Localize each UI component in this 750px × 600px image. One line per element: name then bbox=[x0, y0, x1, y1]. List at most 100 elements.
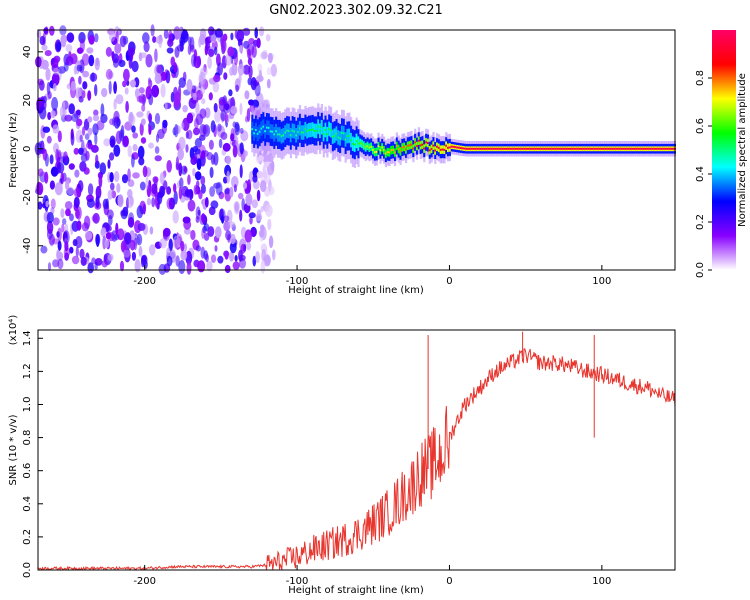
heatmap-noise-blob bbox=[225, 53, 232, 66]
heatmap-noise-blob bbox=[166, 256, 173, 267]
heatmap-noise-blob bbox=[73, 187, 81, 198]
heatmap-noise-blob bbox=[76, 64, 83, 72]
heatmap-noise-blob bbox=[224, 264, 231, 274]
heatmap-noise-blob bbox=[78, 75, 82, 85]
heatmap-noise-blob bbox=[108, 31, 116, 42]
ridge-peak bbox=[582, 147, 585, 150]
heatmap-noise-blob bbox=[134, 88, 140, 99]
heatmap-noise-blob bbox=[52, 83, 57, 92]
heatmap-noise-blob bbox=[194, 148, 201, 155]
ridge-peak bbox=[609, 147, 612, 150]
ridge-peak bbox=[384, 152, 387, 155]
snr-y-tick-label: 0.8 bbox=[22, 430, 33, 446]
heatmap-noise-blob bbox=[57, 130, 62, 143]
heatmap-noise-blob bbox=[127, 145, 132, 158]
ridge-peak bbox=[346, 135, 349, 138]
ridge-peak bbox=[320, 126, 323, 129]
heatmap-noise-blob bbox=[263, 171, 267, 178]
ridge-peak bbox=[291, 129, 294, 132]
heatmap-noise-blob bbox=[118, 59, 126, 68]
snr-y-tick-label: 0.2 bbox=[22, 529, 33, 545]
ridge-peak bbox=[498, 147, 501, 150]
ridge-peak bbox=[463, 147, 466, 150]
heatmap-x-tick-label: 0 bbox=[446, 276, 452, 287]
heatmap-noise-blob bbox=[193, 184, 198, 195]
ridge-peak bbox=[476, 147, 479, 150]
heatmap-noise-blob bbox=[98, 174, 103, 188]
heatmap-noise-blob bbox=[237, 63, 245, 76]
heatmap-noise-blob bbox=[203, 232, 210, 241]
heatmap-noise-blob bbox=[244, 150, 248, 157]
heatmap-noise-blob bbox=[94, 261, 98, 271]
heatmap-noise-blob bbox=[138, 93, 147, 104]
heatmap-y-ticks: -40 -20 0 20 40 bbox=[22, 45, 43, 254]
snr-y-tick-label: 1.4 bbox=[22, 330, 33, 346]
heatmap-noise-blob bbox=[75, 246, 79, 257]
heatmap-noise-blob bbox=[64, 201, 73, 210]
ridge-peak bbox=[326, 133, 329, 136]
ridge-peak bbox=[390, 149, 393, 152]
heatmap-noise-blob bbox=[50, 58, 55, 65]
ridge-peak bbox=[375, 150, 378, 153]
heatmap-noise-blob bbox=[159, 238, 168, 249]
ridge-peak bbox=[267, 126, 270, 129]
ridge-peak bbox=[405, 148, 408, 151]
ridge-peak bbox=[330, 129, 333, 132]
heatmap-noise-blob bbox=[145, 54, 153, 68]
heatmap-noise-blob bbox=[200, 184, 206, 194]
heatmap-noise-blob bbox=[232, 261, 240, 270]
heatmap-noise-blob bbox=[191, 85, 197, 94]
heatmap-noise-blob bbox=[86, 198, 95, 208]
ridge-peak bbox=[523, 147, 526, 150]
snr-y-axis-label: SNR (10 * v/v) bbox=[8, 414, 19, 485]
ridge-peak bbox=[626, 147, 629, 150]
heatmap-noise-blob bbox=[224, 188, 230, 195]
heatmap-noise-blob bbox=[50, 110, 56, 119]
ridge-peak bbox=[615, 147, 618, 150]
ridge-peak bbox=[394, 151, 397, 154]
heatmap-noise-blob bbox=[41, 44, 48, 51]
heatmap-noise-blob bbox=[88, 54, 95, 67]
ridge-peak bbox=[483, 147, 486, 150]
ridge-peak bbox=[357, 142, 360, 145]
ridge-peak bbox=[534, 147, 537, 150]
heatmap-noise-blob bbox=[205, 38, 211, 52]
ridge-peak bbox=[278, 133, 281, 136]
figure-title: GN02.2023.302.09.32.C21 bbox=[269, 3, 443, 18]
heatmap-noise-blob bbox=[46, 135, 52, 144]
heatmap-noise-blob bbox=[234, 123, 240, 136]
heatmap-noise-blob bbox=[146, 197, 152, 206]
heatmap-noise-blob bbox=[117, 194, 124, 208]
heatmap-noise-blob bbox=[241, 198, 245, 211]
heatmap-noise-blob bbox=[69, 246, 74, 254]
heatmap-noise-blob bbox=[214, 109, 222, 123]
heatmap-noise-blob bbox=[72, 239, 78, 247]
heatmap-x-tick-label: -200 bbox=[133, 276, 156, 287]
ridge-peak bbox=[538, 147, 541, 150]
snr-x-tick-label: -100 bbox=[286, 576, 309, 587]
heatmap-noise-blob bbox=[166, 186, 172, 195]
heatmap-noise-blob bbox=[175, 156, 180, 170]
heatmap-noise-blob bbox=[139, 122, 144, 136]
heatmap-noise-blob bbox=[173, 62, 177, 73]
heatmap-noise-blob bbox=[186, 261, 192, 275]
heatmap-x-tick-label: 100 bbox=[592, 276, 611, 287]
heatmap-noise-blob bbox=[105, 68, 113, 80]
heatmap-noise-blob bbox=[235, 84, 240, 93]
heatmap-noise-blob bbox=[40, 245, 48, 254]
heatmap-noise-blob bbox=[248, 38, 255, 45]
snr-x-tick-label: 0 bbox=[446, 576, 452, 587]
ridge-peak bbox=[666, 147, 669, 150]
heatmap-noise-blob bbox=[53, 67, 60, 75]
ridge-peak bbox=[426, 142, 430, 144]
heatmap-noise-blob bbox=[227, 221, 236, 228]
heatmap-noise-blob bbox=[190, 156, 197, 165]
ridge-peak bbox=[644, 147, 647, 150]
heatmap-noise-blob bbox=[157, 192, 163, 205]
heatmap-noise-blob bbox=[136, 111, 144, 118]
heatmap-noise-blob bbox=[87, 183, 94, 196]
ridge-peak bbox=[670, 147, 673, 150]
heatmap-noise-blob bbox=[245, 193, 253, 206]
heatmap-noise-blob bbox=[215, 226, 222, 239]
